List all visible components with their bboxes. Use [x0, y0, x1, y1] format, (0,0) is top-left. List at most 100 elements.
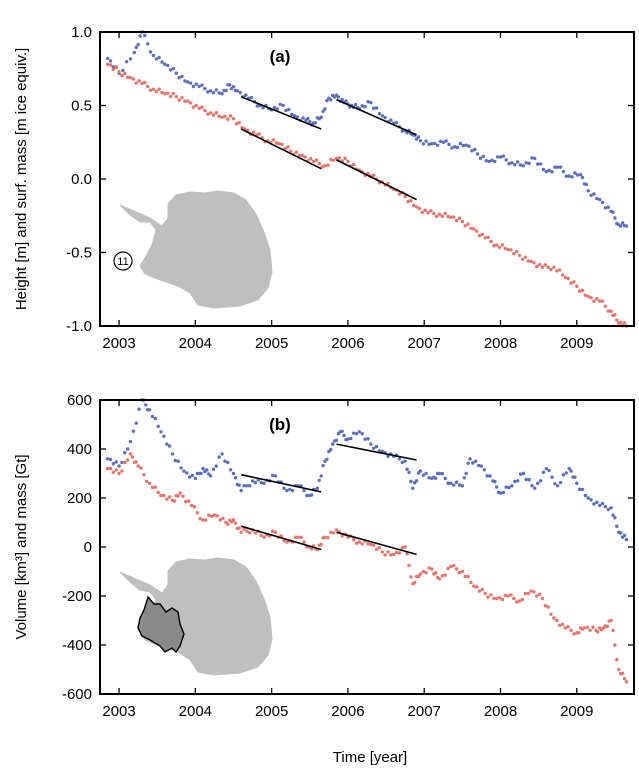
- data-point: [424, 571, 428, 575]
- inset-map-antarctica-a: 11: [113, 190, 273, 309]
- data-point: [563, 626, 567, 630]
- data-point: [374, 106, 379, 110]
- data-point: [479, 464, 484, 468]
- x-axis-label: Time [year]: [333, 749, 407, 766]
- data-point: [535, 594, 539, 598]
- panel-label-b: (b): [269, 415, 291, 434]
- data-point: [605, 624, 609, 629]
- data-point: [237, 121, 241, 125]
- data-point: [386, 550, 390, 554]
- data-point: [600, 200, 605, 205]
- data-point: [509, 593, 513, 597]
- y-tick-label: -600: [62, 686, 92, 703]
- data-point: [207, 513, 211, 517]
- data-point: [214, 88, 218, 92]
- data-point: [285, 488, 289, 493]
- data-point: [231, 518, 236, 522]
- data-point: [114, 65, 118, 70]
- data-point: [191, 84, 196, 89]
- data-point: [589, 498, 593, 502]
- data-point: [421, 473, 425, 477]
- data-point: [336, 95, 341, 99]
- x-ticks-b: 2003 2004 2005 2006 2007 2008 2009: [102, 400, 593, 720]
- data-point: [239, 488, 243, 493]
- data-point: [134, 460, 138, 464]
- data-point: [360, 432, 364, 436]
- data-point: [369, 100, 373, 105]
- data-point: [228, 83, 232, 87]
- data-point: [421, 142, 425, 146]
- data-point: [198, 517, 202, 521]
- data-point: [609, 618, 613, 623]
- data-point: [214, 111, 218, 115]
- data-point: [203, 86, 207, 91]
- data-point: [168, 94, 173, 99]
- data-point: [363, 437, 367, 441]
- trend-line: [336, 531, 417, 556]
- data-point: [191, 105, 196, 109]
- data-point: [321, 463, 325, 468]
- data-point: [518, 472, 523, 476]
- data-point: [156, 490, 160, 495]
- data-point: [471, 461, 475, 465]
- data-point: [596, 630, 600, 634]
- data-point: [473, 147, 477, 152]
- data-point: [622, 533, 627, 538]
- data-point: [315, 486, 320, 490]
- data-point: [414, 205, 419, 209]
- data-point: [344, 99, 348, 103]
- data-point: [443, 476, 447, 481]
- data-point: [360, 104, 364, 108]
- data-point: [517, 599, 522, 603]
- y-tick-label: -400: [62, 637, 92, 654]
- data-point: [166, 91, 170, 96]
- data-point: [526, 259, 530, 263]
- data-point: [320, 165, 324, 169]
- data-point: [541, 470, 546, 474]
- x-tick-label: 2005: [255, 335, 288, 352]
- data-point: [394, 550, 399, 555]
- data-point: [128, 57, 133, 61]
- data-point: [182, 469, 186, 473]
- data-point: [310, 547, 314, 551]
- data-point: [624, 224, 629, 228]
- data-point: [585, 625, 589, 629]
- data-point: [167, 495, 172, 499]
- data-point: [326, 163, 330, 167]
- data-point: [440, 214, 444, 218]
- data-point: [452, 215, 456, 219]
- data-point: [474, 459, 478, 463]
- data-point: [125, 60, 129, 64]
- data-point: [197, 106, 201, 111]
- data-point: [224, 88, 228, 93]
- data-point: [464, 143, 468, 147]
- data-point: [544, 170, 548, 174]
- data-point: [437, 577, 442, 581]
- data-point: [457, 483, 462, 487]
- data-point: [290, 488, 295, 493]
- data-point: [509, 248, 513, 252]
- data-point: [611, 628, 615, 633]
- data-point: [173, 458, 177, 463]
- data-point: [245, 484, 249, 488]
- x-tick-label: 2007: [408, 703, 441, 720]
- data-point: [192, 505, 197, 509]
- data-point: [237, 526, 241, 530]
- data-point: [352, 431, 356, 435]
- data-point: [326, 536, 330, 540]
- data-point: [564, 174, 568, 178]
- data-point: [226, 460, 230, 465]
- data-point: [595, 196, 599, 201]
- data-point: [323, 107, 327, 111]
- data-point: [504, 485, 508, 489]
- data-point: [437, 471, 442, 476]
- y-tick-label: 1.0: [71, 24, 92, 41]
- data-point: [372, 173, 376, 177]
- data-point: [510, 484, 514, 488]
- data-point: [374, 547, 379, 552]
- data-point: [310, 493, 314, 497]
- data-point: [513, 163, 517, 167]
- data-point: [434, 214, 439, 218]
- data-point: [389, 118, 393, 122]
- data-point: [483, 236, 487, 240]
